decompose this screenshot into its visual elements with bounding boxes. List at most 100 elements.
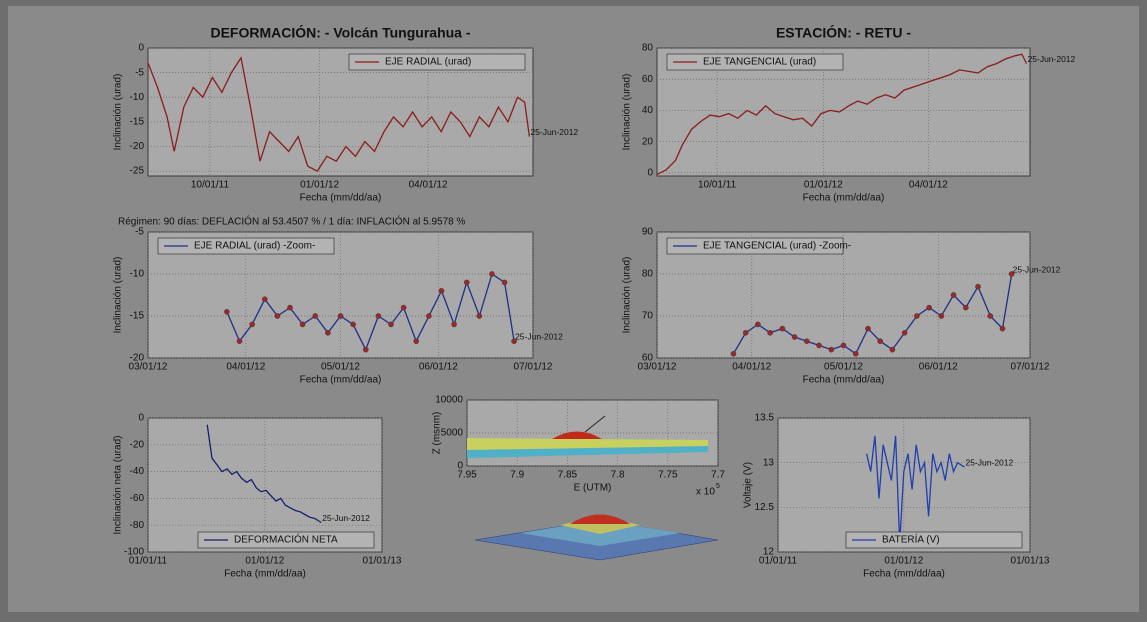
data-point [816, 342, 822, 349]
y-tick-label: 60 [642, 74, 654, 85]
x-tick-label: 01/01/12 [245, 556, 284, 567]
annotation: 25-Jun-2012 [1013, 264, 1061, 274]
chart-title: DEFORMACIÓN: - Volcán Tungurahua - [210, 24, 470, 41]
data-point [889, 346, 896, 353]
y-tick-label: -100 [124, 547, 144, 558]
x-exponent: 5 [716, 483, 720, 490]
legend-label: EJE TANGENCIAL (urad) -Zoom- [703, 241, 851, 252]
data-point [962, 304, 969, 311]
data-point [400, 304, 407, 311]
y-axis-label: Inclinación (urad) [113, 257, 124, 334]
data-point [840, 342, 847, 349]
y-tick-label: 0 [138, 413, 144, 424]
y-tick-label: -10 [130, 269, 145, 280]
y-tick-label: 60 [642, 353, 654, 364]
data-point [287, 304, 293, 311]
y-tick-label: 80 [642, 269, 654, 280]
x-tick-label: 7.85 [558, 470, 578, 481]
y-tick-label: -20 [130, 439, 145, 450]
legend-box [197, 531, 375, 549]
data-point [476, 313, 483, 319]
y-tick-label: 70 [642, 311, 654, 322]
x-tick-label: 7.9 [510, 470, 524, 481]
x-tick-label: 04/01/12 [732, 362, 771, 373]
x-tick-label: 01/01/11 [759, 556, 798, 567]
y-tick-label: 10000 [435, 395, 463, 406]
data-point [828, 346, 835, 353]
x-tick-label: 05/01/12 [824, 362, 863, 373]
x-tick-label: 01/01/12 [884, 556, 923, 567]
x-axis-label: Fecha (mm/dd/aa) [803, 375, 885, 386]
y-tick-label: -5 [135, 67, 144, 78]
x-tick-label: 01/01/13 [363, 556, 402, 567]
data-point [877, 338, 883, 345]
x-tick-label: 04/01/12 [909, 180, 948, 191]
y-tick-label: 20 [642, 136, 654, 147]
legend-box [348, 53, 526, 71]
y-tick-label: -20 [130, 353, 145, 364]
annotation: 25-Jun-2012 [1028, 54, 1076, 64]
x-axis-label: Fecha (mm/dd/aa) [224, 569, 306, 580]
x-axis-label: E (UTM) [574, 483, 612, 494]
y-tick-label: 5000 [441, 428, 464, 439]
x-tick-label: 01/01/12 [804, 180, 843, 191]
x-tick-label: 07/01/12 [514, 362, 553, 373]
annotation: 25-Jun-2012 [515, 331, 563, 341]
y-tick-label: 12.5 [755, 502, 775, 513]
y-tick-label: 13 [763, 457, 775, 468]
data-point [438, 287, 445, 294]
data-point [362, 346, 369, 353]
x-tick-label: 10/01/11 [698, 180, 737, 191]
data-point [312, 313, 319, 319]
y-axis-label: Z (msnm) [432, 412, 443, 455]
x-tick-label: 07/01/12 [1011, 362, 1050, 373]
x-tick-label: 01/01/12 [300, 180, 339, 191]
y-axis-label: Inclinación (urad) [622, 257, 633, 334]
data-point [261, 296, 268, 303]
annotation: 25-Jun-2012 [322, 513, 370, 523]
y-tick-label: -20 [130, 141, 145, 152]
x-tick-label: 03/01/12 [129, 362, 168, 373]
y-axis-label: Inclinación neta (urad) [113, 436, 124, 535]
series-line [226, 272, 515, 352]
legend-label: EJE TANGENCIAL (urad) [703, 57, 816, 68]
y-tick-label: -25 [130, 166, 145, 177]
annotation: 25-Jun-2012 [530, 127, 578, 137]
chart-title: ESTACIÓN: - RETU - [776, 24, 911, 41]
data-point [791, 334, 798, 340]
legend-label: EJE RADIAL (urad) -Zoom- [194, 241, 315, 252]
data-point [274, 313, 281, 319]
data-point [926, 304, 932, 311]
data-point [299, 321, 306, 328]
data-point [975, 283, 981, 290]
y-tick-label: 12 [763, 547, 775, 558]
x-axis-label: Fecha (mm/dd/aa) [863, 569, 945, 580]
data-point [865, 325, 871, 332]
data-point [337, 313, 344, 319]
data-point [938, 313, 945, 319]
data-point [950, 292, 957, 298]
surface-peak [552, 431, 602, 439]
data-point [901, 329, 908, 336]
y-tick-label: -80 [130, 520, 145, 531]
y-axis-label: Inclinación (urad) [113, 74, 124, 151]
x-axis-label: Fecha (mm/dd/aa) [803, 193, 885, 204]
data-point [451, 321, 457, 328]
x-tick-label: 7.95 [457, 470, 477, 481]
y-tick-label: 80 [642, 43, 654, 54]
x-tick-label: 10/01/11 [191, 180, 230, 191]
y-tick-label: -5 [135, 227, 144, 238]
x-tick-label: 03/01/12 [638, 362, 677, 373]
data-point [236, 338, 243, 345]
data-point [350, 321, 356, 328]
annotation: 25-Jun-2012 [966, 457, 1014, 467]
data-point [914, 313, 920, 319]
data-point [501, 279, 508, 286]
data-point [852, 350, 859, 357]
x-tick-label: 06/01/12 [919, 362, 958, 373]
data-point [413, 338, 420, 345]
data-point [325, 329, 331, 336]
data-point [730, 350, 737, 357]
y-tick-label: -40 [130, 466, 145, 477]
